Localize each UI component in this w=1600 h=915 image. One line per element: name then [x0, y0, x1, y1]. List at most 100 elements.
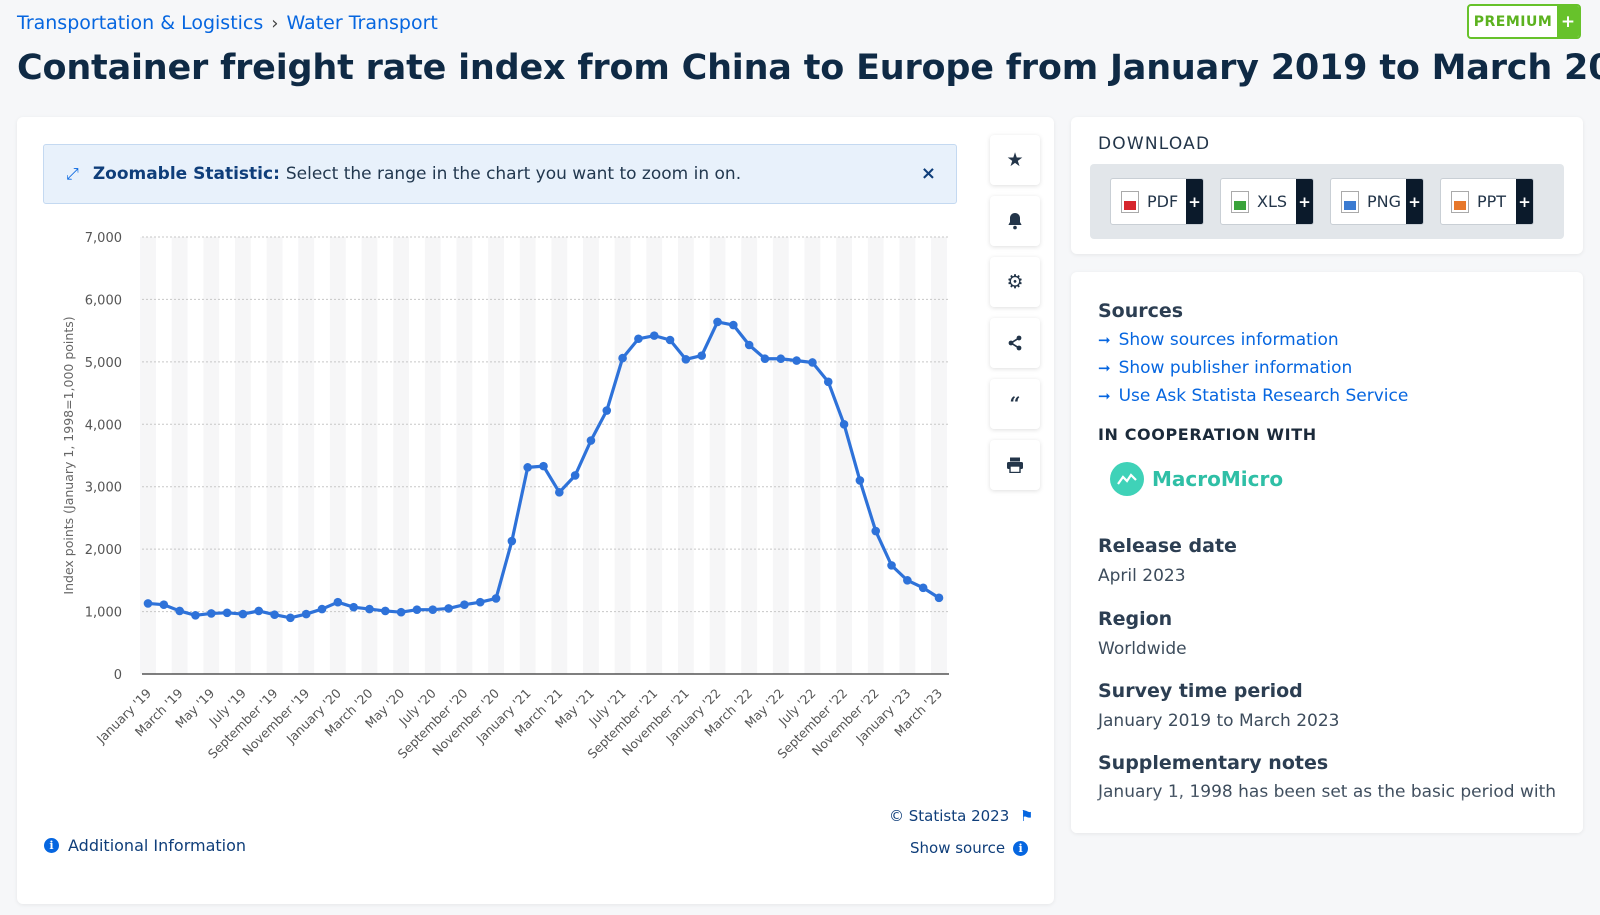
download-ppt-button[interactable]: PPT + [1440, 178, 1534, 225]
data-point [333, 597, 343, 607]
data-point [903, 576, 912, 585]
print-button[interactable] [990, 440, 1040, 490]
breadcrumb-link-water-transport[interactable]: Water Transport [286, 12, 438, 34]
data-point [412, 605, 422, 614]
grid-band [266, 237, 283, 674]
data-point [729, 320, 738, 330]
bell-icon [1008, 213, 1022, 230]
y-tick-label: 5,000 [85, 356, 122, 371]
png-file-icon [1341, 190, 1359, 213]
y-tick-label: 6,000 [85, 293, 122, 308]
data-point [697, 351, 706, 360]
region-heading: Region [1098, 608, 1173, 630]
favorite-button[interactable]: ★ [990, 135, 1040, 185]
show-source-text: Show source [910, 839, 1006, 857]
additional-information-text: Additional Information [68, 836, 247, 855]
zoom-banner: ⤢ Zoomable Statistic: Select the range i… [43, 144, 957, 204]
arrow-right-icon: ➞ [1098, 331, 1111, 349]
grid-band [867, 237, 884, 674]
y-tick-label: 3,000 [85, 481, 122, 496]
arrow-right-icon: ➞ [1098, 359, 1111, 377]
premium-plus-icon: + [1557, 6, 1579, 37]
cooperation-heading: IN COOPERATION WITH [1098, 425, 1317, 444]
plus-icon: + [1186, 179, 1203, 224]
data-point [586, 436, 596, 445]
data-point [681, 355, 691, 364]
data-point [934, 593, 944, 603]
line-chart[interactable]: 0 1,000 2,000 3,000 4,000 5,000 6,000 7,000 Inde… [17, 222, 977, 792]
macromicro-logo[interactable]: MacroMicro [1110, 462, 1283, 496]
data-point [855, 476, 865, 485]
y-tick-label: 7,000 [85, 231, 122, 246]
download-pdf-button[interactable]: PDF + [1110, 178, 1204, 225]
data-point [428, 605, 438, 614]
settings-button[interactable]: ⚙ [990, 257, 1040, 307]
grid-band [931, 237, 947, 674]
data-point [349, 602, 358, 612]
release-date-value: April 2023 [1098, 566, 1186, 586]
data-point [365, 604, 374, 614]
show-sources-link[interactable]: ➞ Show sources information [1098, 330, 1339, 350]
star-icon: ★ [1006, 149, 1024, 171]
data-point [475, 597, 485, 607]
data-point [776, 354, 786, 364]
data-point [491, 594, 501, 603]
grid-band [709, 237, 726, 674]
grid-band [235, 237, 251, 674]
close-icon[interactable]: × [920, 163, 936, 184]
copyright-link[interactable]: © Statista 2023 ⚑ [889, 807, 1033, 825]
chart-card: ⤢ Zoomable Statistic: Select the range i… [17, 117, 1054, 904]
download-card: DOWNLOAD PDF + XLS + PNG + PPT + [1071, 117, 1583, 254]
data-point [206, 609, 216, 618]
grid-band [899, 237, 916, 674]
cite-button[interactable]: “ [990, 379, 1040, 429]
data-point [792, 356, 801, 365]
data-point [713, 317, 722, 327]
grid-band [488, 237, 504, 674]
grid-band [329, 237, 346, 674]
premium-label: PREMIUM [1473, 13, 1553, 30]
data-point [143, 599, 153, 608]
show-publisher-link[interactable]: ➞ Show publisher information [1098, 358, 1352, 378]
info-icon: i [44, 838, 59, 853]
data-point [444, 604, 453, 613]
arrow-right-icon: ➞ [1098, 387, 1111, 405]
data-point [570, 471, 580, 480]
download-ppt-label: PPT [1477, 192, 1507, 211]
grid-band [677, 237, 694, 674]
show-source-link[interactable]: Show source i [910, 839, 1029, 857]
data-point [460, 600, 469, 610]
data-point [191, 611, 200, 620]
zoom-banner-bold: Zoomable Statistic: [92, 164, 280, 184]
grid-band [424, 237, 441, 674]
download-xls-button[interactable]: XLS + [1220, 178, 1314, 225]
breadcrumb-link-transportation[interactable]: Transportation & Logistics [17, 12, 264, 34]
download-png-button[interactable]: PNG + [1330, 178, 1424, 225]
grid-band [203, 237, 220, 674]
survey-period-value: January 2019 to March 2023 [1098, 711, 1340, 731]
share-button[interactable] [990, 318, 1040, 368]
notification-button[interactable] [990, 196, 1040, 246]
expand-icon: ⤢ [66, 164, 79, 183]
grid-band [583, 237, 599, 674]
page-title: Container freight rate index from China … [17, 48, 1600, 88]
breadcrumb-separator: › [271, 12, 279, 34]
grid-band [551, 237, 568, 674]
data-point [507, 536, 517, 546]
y-tick-label: 2,000 [85, 543, 122, 558]
grid-band [614, 237, 631, 674]
share-icon [1008, 335, 1022, 351]
premium-badge[interactable]: PREMIUM + [1467, 4, 1581, 39]
plus-icon: + [1296, 179, 1313, 224]
ppt-file-icon [1451, 190, 1469, 213]
show-publisher-label: Show publisher information [1118, 358, 1353, 378]
copyright-text: © Statista 2023 [889, 807, 1010, 825]
data-point [918, 583, 928, 593]
data-point [175, 606, 184, 616]
show-sources-label: Show sources information [1118, 330, 1339, 350]
y-tick-label: 1,000 [85, 606, 122, 621]
research-service-link[interactable]: ➞ Use Ask Statista Research Service [1098, 386, 1408, 406]
additional-information-link[interactable]: i Additional Information [44, 836, 246, 855]
data-point [555, 488, 564, 497]
y-tick-label: 0 [114, 668, 122, 683]
